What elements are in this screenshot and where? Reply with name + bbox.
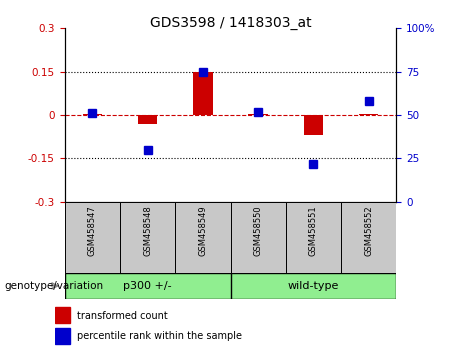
Bar	[138, 115, 157, 124]
Bar	[286, 202, 341, 273]
Bar	[359, 114, 378, 115]
Text: p300 +/-: p300 +/-	[123, 281, 172, 291]
Bar	[55, 328, 70, 344]
Bar	[175, 202, 230, 273]
Text: percentile rank within the sample: percentile rank within the sample	[77, 331, 242, 341]
Text: GSM458548: GSM458548	[143, 205, 152, 256]
Text: GSM458552: GSM458552	[364, 205, 373, 256]
Bar	[341, 202, 396, 273]
Text: GSM458547: GSM458547	[88, 205, 97, 256]
Text: GDS3598 / 1418303_at: GDS3598 / 1418303_at	[150, 16, 311, 30]
Text: wild-type: wild-type	[288, 281, 339, 291]
Bar	[120, 202, 175, 273]
Bar	[230, 202, 286, 273]
Bar	[248, 114, 268, 115]
Bar	[55, 307, 70, 324]
Bar	[304, 115, 323, 135]
Bar	[83, 114, 102, 115]
Bar	[65, 202, 120, 273]
Text: GSM458549: GSM458549	[198, 205, 207, 256]
Text: GSM458550: GSM458550	[254, 205, 263, 256]
Text: genotype/variation: genotype/variation	[5, 281, 104, 291]
Bar	[193, 72, 213, 115]
Text: GSM458551: GSM458551	[309, 205, 318, 256]
Text: transformed count: transformed count	[77, 310, 167, 321]
